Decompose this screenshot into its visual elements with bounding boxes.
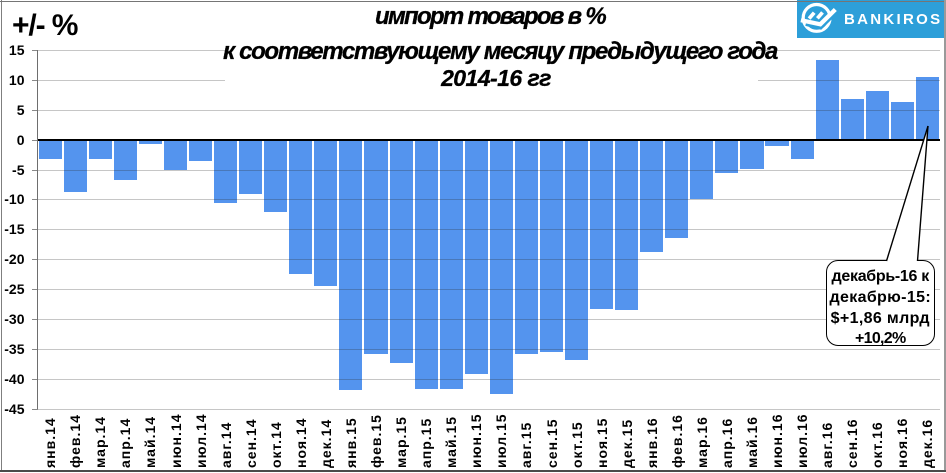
- svg-text:BANKIROS: BANKIROS: [844, 11, 942, 28]
